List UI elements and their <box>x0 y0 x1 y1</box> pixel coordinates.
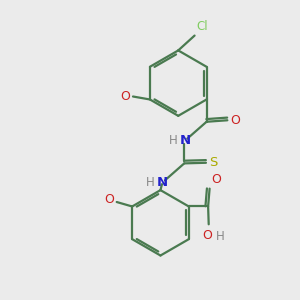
Text: O: O <box>120 90 130 103</box>
Text: H: H <box>216 230 225 243</box>
Text: O: O <box>230 114 240 127</box>
Text: S: S <box>209 156 218 169</box>
Text: O: O <box>104 193 114 206</box>
Text: N: N <box>179 134 191 147</box>
Text: Cl: Cl <box>197 20 208 33</box>
Text: H: H <box>146 176 155 189</box>
Text: N: N <box>157 176 168 189</box>
Text: H: H <box>169 134 177 147</box>
Text: O: O <box>211 173 221 186</box>
Text: O: O <box>202 229 212 242</box>
